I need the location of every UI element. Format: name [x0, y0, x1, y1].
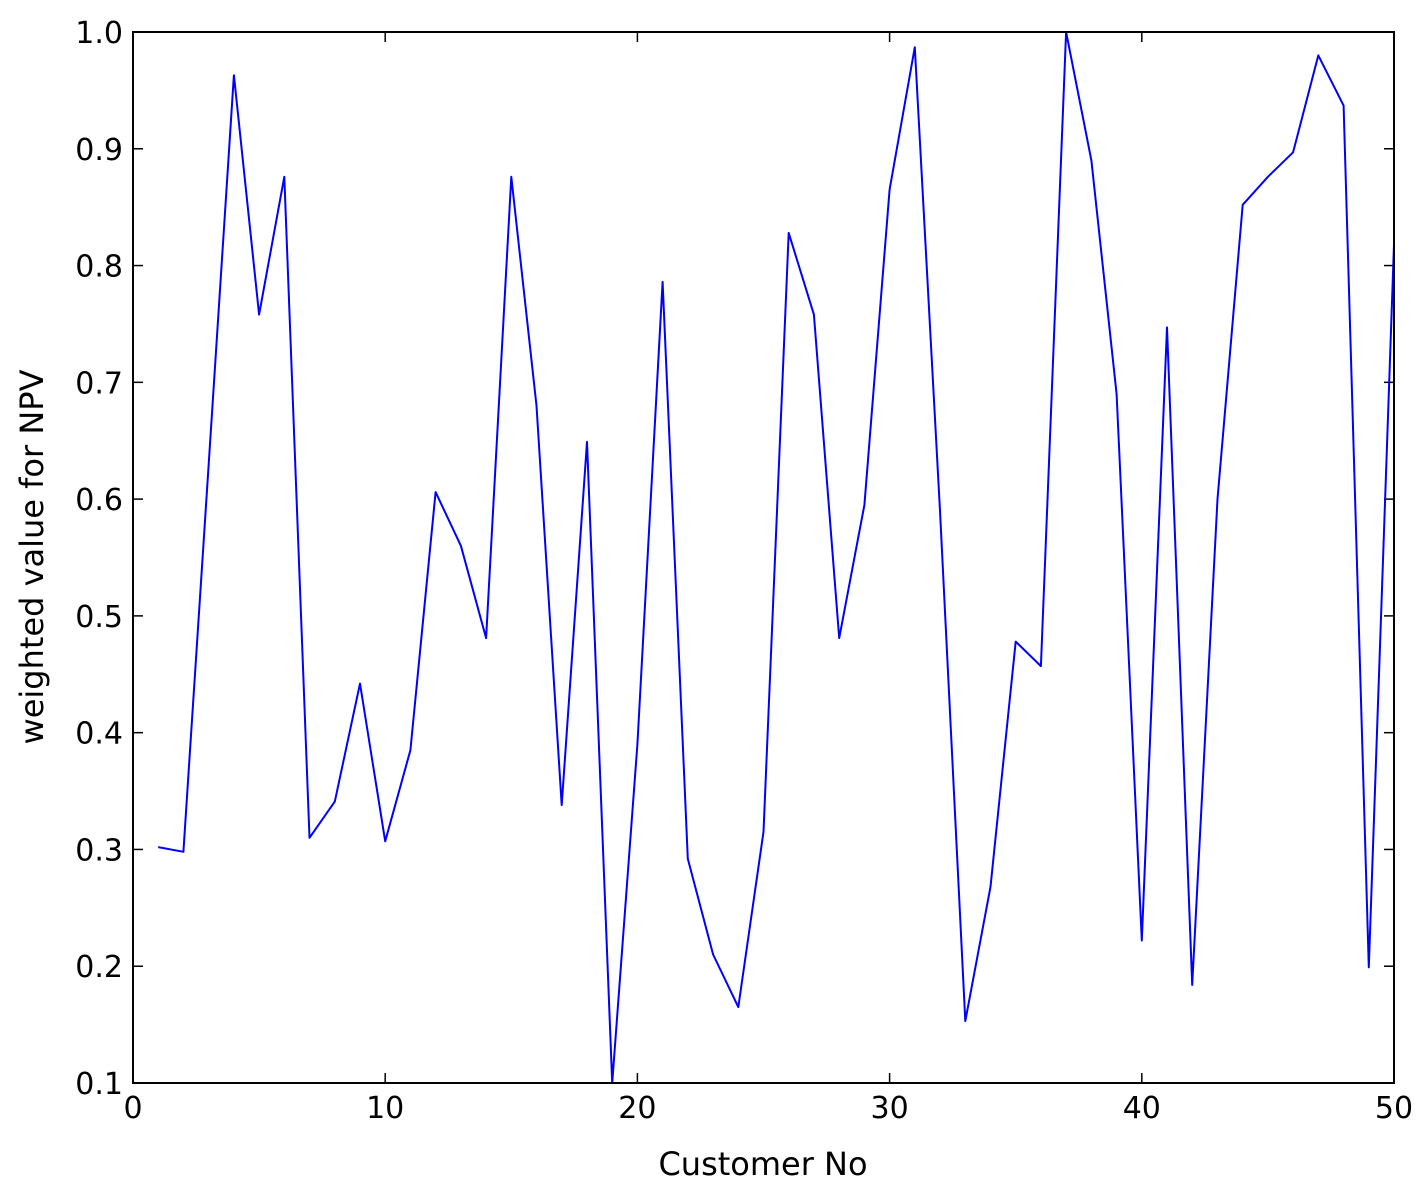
x-tick-label: 10	[366, 1091, 404, 1126]
y-tick-label: 0.4	[75, 717, 123, 752]
y-tick-label: 0.2	[75, 950, 123, 985]
y-tick-label: 0.8	[75, 250, 123, 285]
plot-frame	[132, 31, 1395, 1084]
axis-ticks	[132, 31, 1395, 1084]
x-tick-label: 30	[871, 1091, 909, 1126]
series-line	[158, 31, 1395, 1084]
series-layer	[158, 31, 1395, 1084]
x-axis-label: Customer No	[658, 1145, 867, 1183]
y-tick-label: 0.7	[75, 366, 123, 401]
y-tick-label: 0.5	[75, 600, 123, 635]
y-tick-label: 0.1	[75, 1067, 123, 1102]
x-tick-label: 40	[1123, 1091, 1161, 1126]
y-tick-label: 0.9	[75, 133, 123, 168]
x-tick-label: 20	[618, 1091, 656, 1126]
tick-labels: 0 10 20 30 40 50 0.1 0.2 0.3 0.4 0.5 0.6 0.7 0.8 0.9 1.…	[75, 16, 1413, 1126]
x-tick-label: 50	[1375, 1091, 1413, 1126]
y-axis-label: weighted value for NPV	[13, 369, 51, 744]
x-tick-label: 0	[123, 1091, 142, 1126]
y-tick-label: 0.3	[75, 833, 123, 868]
y-tick-label: 0.6	[75, 483, 123, 518]
y-tick-label: 1.0	[75, 16, 123, 51]
